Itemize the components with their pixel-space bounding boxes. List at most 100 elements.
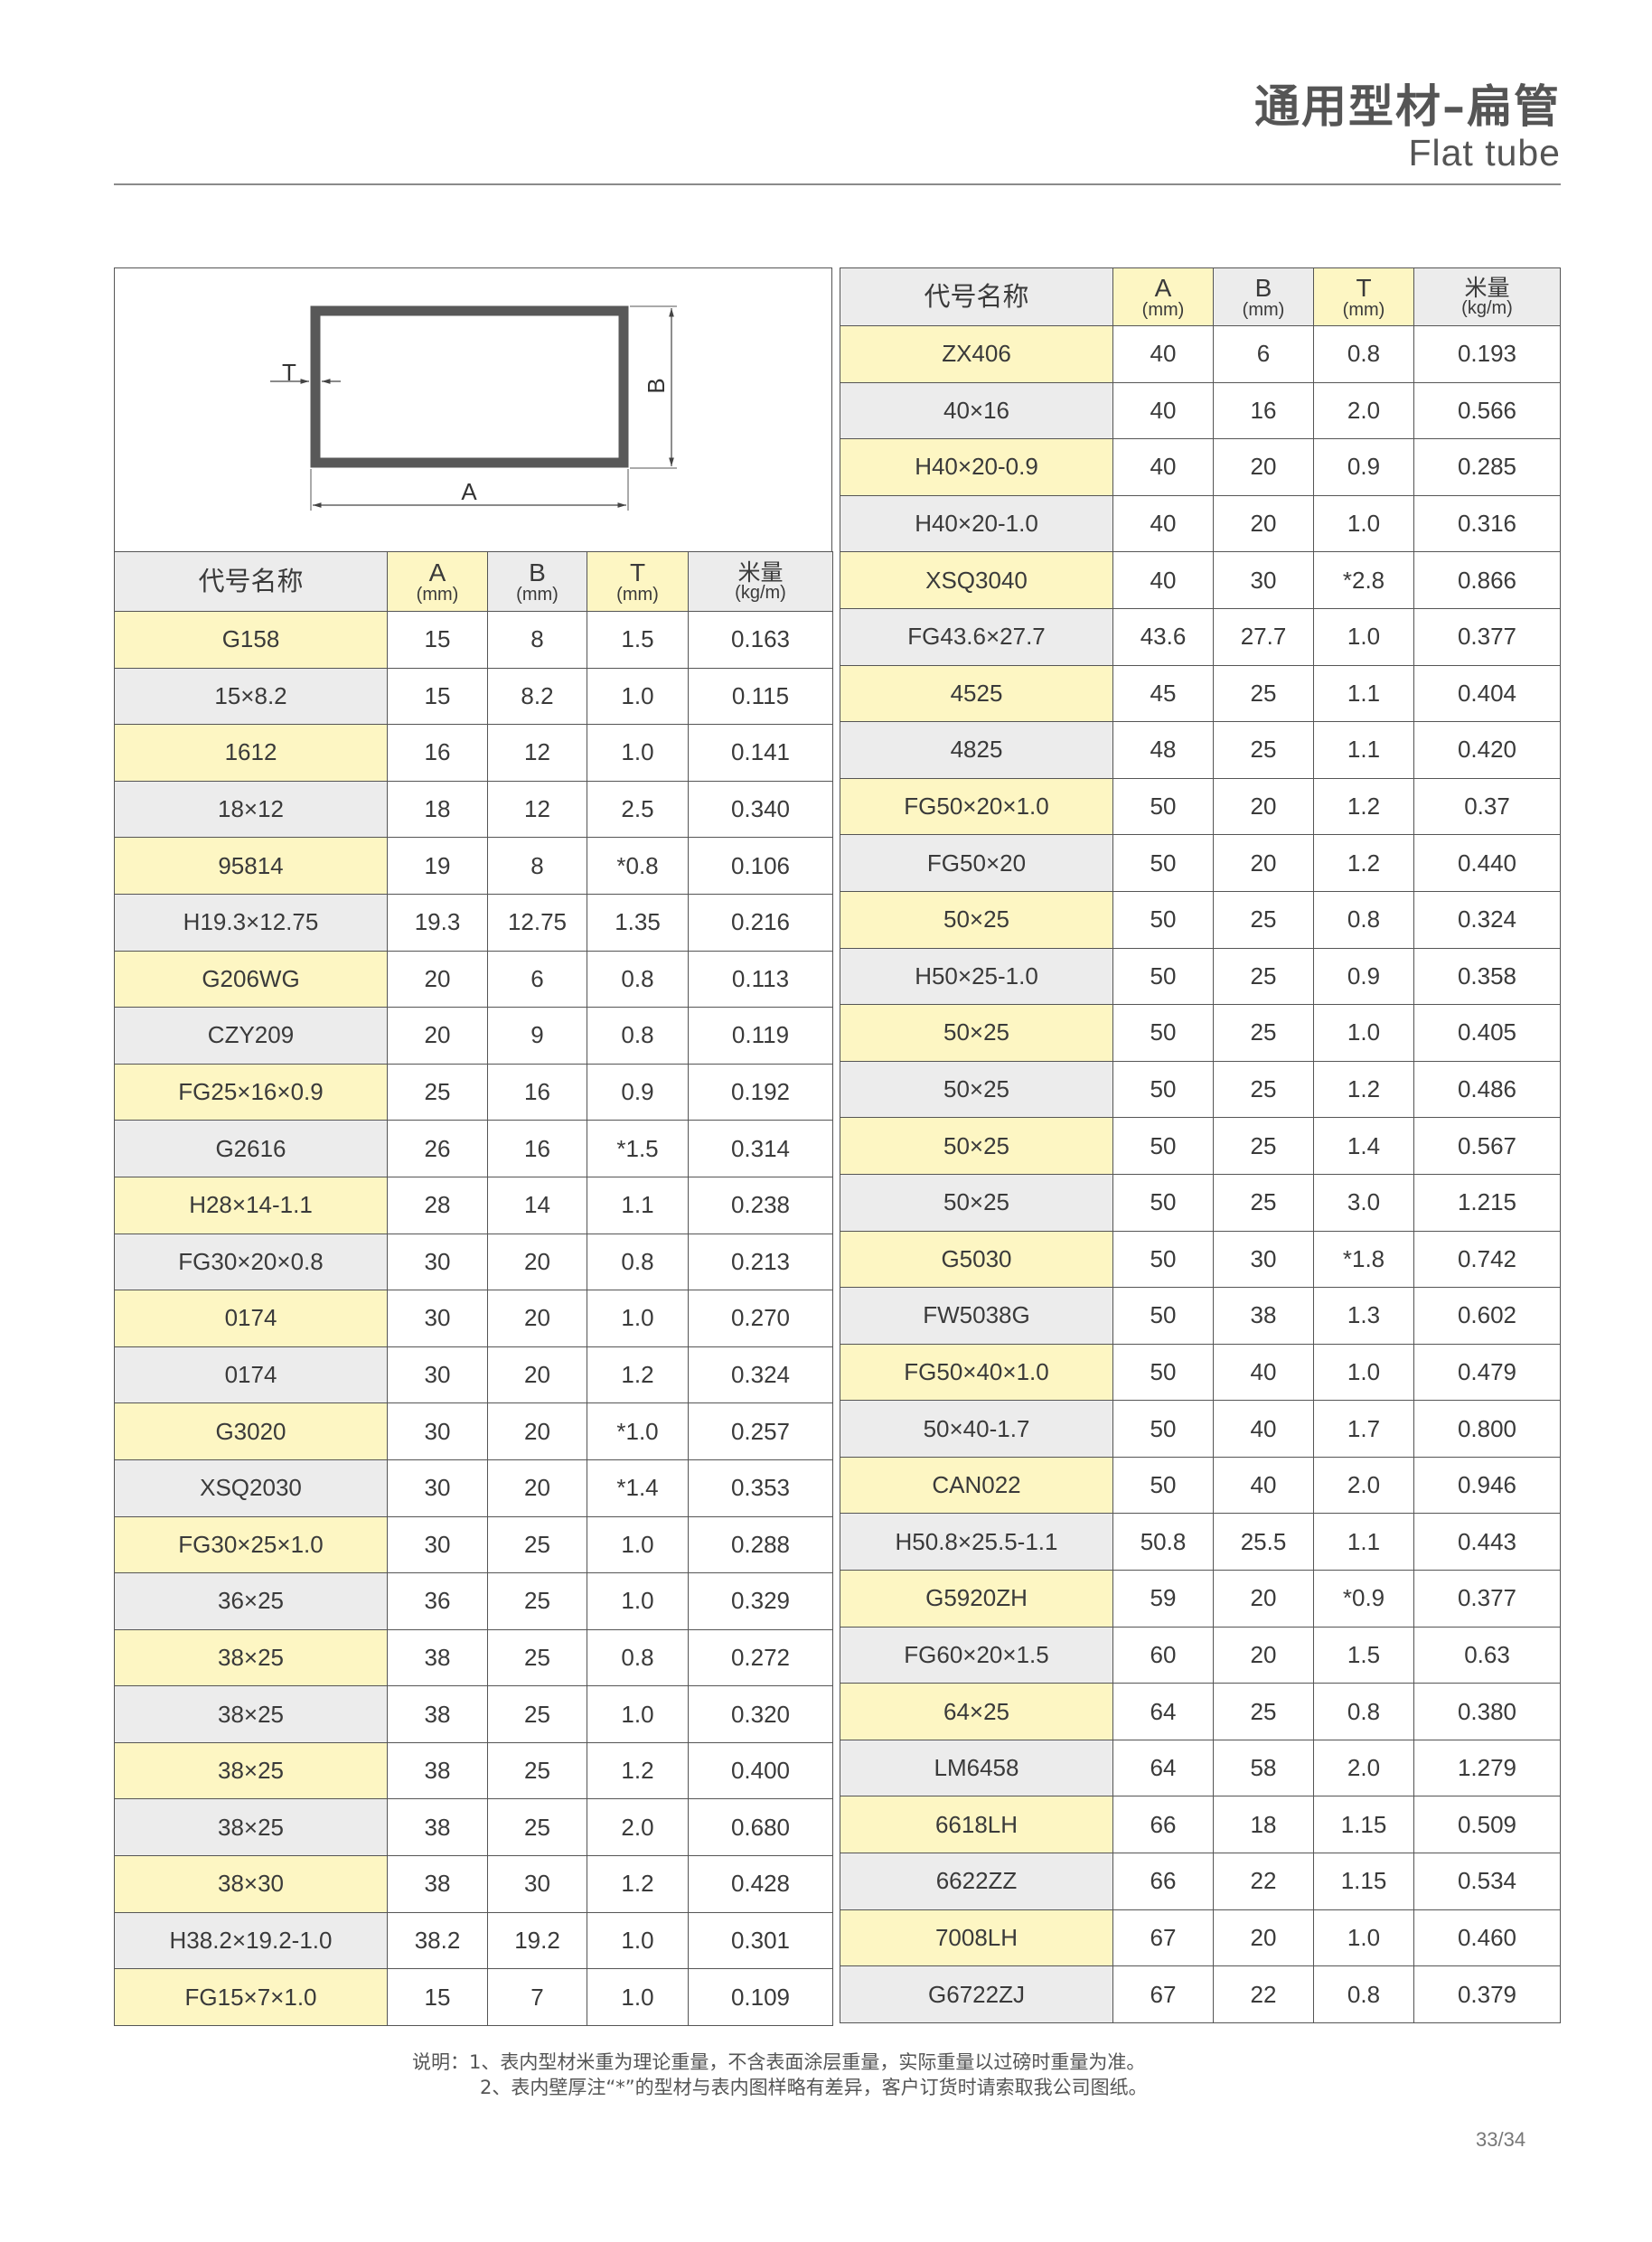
cell-weight: 0.37 — [1413, 777, 1561, 836]
cell-weight: 0.329 — [688, 1572, 833, 1630]
cell-t: 1.1 — [1313, 664, 1414, 723]
cell-t: 1.0 — [587, 667, 689, 726]
cell-b: 7 — [487, 1968, 587, 2026]
cell-b: 6 — [1213, 325, 1314, 383]
header-b: B (mm) — [1213, 267, 1314, 326]
cell-t: 2.0 — [1313, 381, 1414, 440]
cell-t: 1.1 — [1313, 1513, 1414, 1571]
cell-weight: 0.257 — [688, 1402, 833, 1460]
cell-a: 19.3 — [387, 893, 488, 952]
cell-weight: 0.115 — [688, 667, 833, 726]
cell-b: 25 — [1213, 1173, 1314, 1232]
cell-a: 16 — [387, 724, 488, 782]
cell-t: 0.8 — [1313, 1965, 1414, 2023]
cell-t: 1.5 — [1313, 1626, 1414, 1684]
cell-a: 30 — [387, 1459, 488, 1517]
table-row: H19.3×12.75 19.3 12.75 1.35 0.216 — [114, 893, 833, 952]
cell-b: 30 — [487, 1855, 587, 1913]
cell-a: 64 — [1112, 1683, 1214, 1740]
cell-t: *1.0 — [587, 1402, 689, 1460]
cell-weight: 0.314 — [688, 1120, 833, 1177]
label-t: T — [282, 359, 296, 386]
cell-b: 25 — [1213, 1004, 1314, 1062]
table-row: G3020 30 20 *1.0 0.257 — [114, 1402, 833, 1460]
cell-weight: 0.680 — [688, 1798, 833, 1857]
cell-t: *1.4 — [587, 1459, 689, 1517]
cell-b: 25.5 — [1213, 1513, 1314, 1571]
cell-t: 0.8 — [587, 1233, 689, 1291]
cell-t: 0.9 — [1313, 438, 1414, 496]
cell-b: 14 — [487, 1176, 587, 1234]
cell-a: 30 — [387, 1290, 488, 1347]
cell-a: 50 — [1112, 1117, 1214, 1175]
cell-t: 0.8 — [587, 1007, 689, 1065]
cell-t: 1.0 — [587, 724, 689, 782]
cell-b: 12.75 — [487, 893, 587, 952]
cell-model-name: G206WG — [114, 950, 388, 1008]
cell-a: 30 — [387, 1233, 488, 1291]
header-a-label: A — [1154, 273, 1172, 302]
cell-a: 50 — [1112, 947, 1214, 1006]
cell-t: 1.0 — [1313, 1004, 1414, 1062]
cell-a: 50 — [1112, 1060, 1214, 1119]
cell-b: 40 — [1213, 1343, 1314, 1402]
cell-weight: 0.866 — [1413, 551, 1561, 609]
cell-model-name: 38×25 — [114, 1798, 388, 1857]
cell-weight: 0.324 — [688, 1346, 833, 1404]
cell-a: 64 — [1112, 1739, 1214, 1797]
notes: 说明：1、表内型材米重为理论重量，不含表面涂层重量，实际重量以过磅时重量为准。 … — [412, 2050, 1148, 2100]
cell-weight: 0.193 — [1413, 325, 1561, 383]
table-row: FG60×20×1.5 60 20 1.5 0.63 — [840, 1626, 1561, 1684]
cell-t: *0.9 — [1313, 1570, 1414, 1628]
cell-model-name: 95814 — [114, 837, 388, 895]
table-row: 15×8.2 15 8.2 1.0 0.115 — [114, 667, 833, 726]
header-b-label: B — [1254, 273, 1272, 302]
cell-a: 15 — [387, 1968, 488, 2026]
cell-a: 38 — [387, 1628, 488, 1687]
cell-a: 67 — [1112, 1909, 1214, 1967]
table-row: 0174 30 20 1.0 0.270 — [114, 1290, 833, 1347]
cell-model-name: FG50×20×1.0 — [840, 777, 1113, 836]
cell-a: 43.6 — [1112, 607, 1214, 666]
cell-model-name: 7008LH — [840, 1909, 1113, 1967]
table-row: XSQ2030 30 20 *1.4 0.353 — [114, 1459, 833, 1517]
cell-model-name: FG30×25×1.0 — [114, 1515, 388, 1574]
cell-model-name: 15×8.2 — [114, 667, 388, 726]
cell-model-name: CAN022 — [840, 1456, 1113, 1515]
cell-a: 50 — [1112, 890, 1214, 949]
header-t-label: T — [629, 558, 646, 586]
cell-t: 1.2 — [587, 1855, 689, 1913]
table-row: 7008LH 67 20 1.0 0.460 — [840, 1909, 1561, 1967]
cell-b: 20 — [487, 1233, 587, 1291]
spec-table-left: 代号名称 A (mm) B (mm) T (mm) 米量 (kg/m) G158 15 8 1.5 0.1… — [114, 551, 833, 2026]
header-b-unit: (mm) — [516, 584, 558, 605]
header-a: A (mm) — [387, 551, 488, 612]
table-row: 50×40-1.7 50 40 1.7 0.800 — [840, 1400, 1561, 1458]
cell-weight: 0.404 — [1413, 664, 1561, 723]
cell-b: 18 — [1213, 1796, 1314, 1854]
cell-model-name: 38×25 — [114, 1741, 388, 1800]
cell-model-name: 50×25 — [840, 1173, 1113, 1232]
cell-a: 38 — [387, 1685, 488, 1743]
cell-t: 2.0 — [1313, 1739, 1414, 1797]
header-row: 代号名称 A (mm) B (mm) T (mm) 米量 (kg/m) — [114, 551, 833, 612]
cell-a: 50 — [1112, 1343, 1214, 1402]
cell-model-name: FG60×20×1.5 — [840, 1626, 1113, 1684]
cell-b: 25 — [1213, 1117, 1314, 1175]
cell-model-name: 0174 — [114, 1290, 388, 1347]
table-row: 36×25 36 25 1.0 0.329 — [114, 1572, 833, 1630]
table-row: 38×25 38 25 1.0 0.320 — [114, 1685, 833, 1743]
cell-a: 66 — [1112, 1796, 1214, 1854]
table-row: FG30×20×0.8 30 20 0.8 0.213 — [114, 1233, 833, 1291]
cell-weight: 0.109 — [688, 1968, 833, 2026]
cell-weight: 0.377 — [1413, 607, 1561, 666]
cell-a: 38.2 — [387, 1911, 488, 1970]
cell-model-name: H50.8×25.5-1.1 — [840, 1513, 1113, 1571]
cell-a: 60 — [1112, 1626, 1214, 1684]
cell-t: 1.1 — [587, 1176, 689, 1234]
header-t: T (mm) — [1313, 267, 1414, 326]
header-name: 代号名称 — [114, 551, 388, 612]
cell-t: *1.8 — [1313, 1230, 1414, 1289]
cell-t: *1.5 — [587, 1120, 689, 1177]
cell-a: 30 — [387, 1515, 488, 1574]
